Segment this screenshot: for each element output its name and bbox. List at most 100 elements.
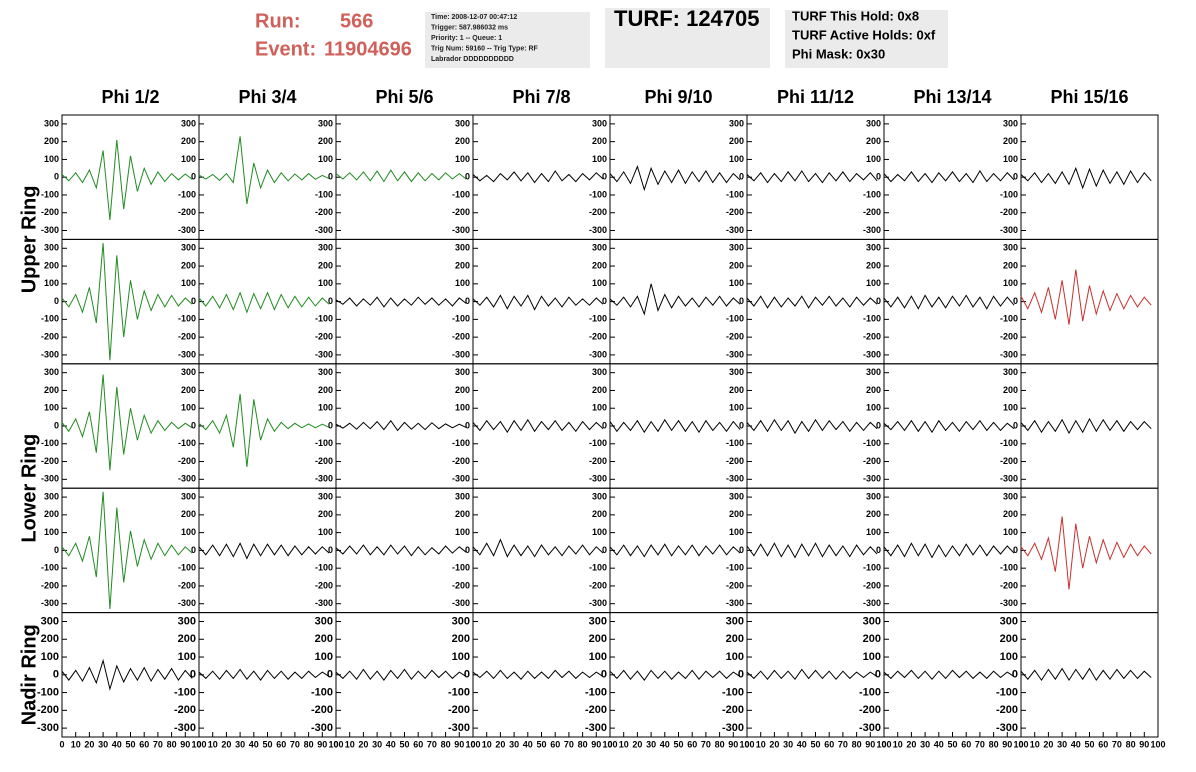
- y-tick-label: 100: [455, 278, 470, 288]
- y-tick-label: 200: [726, 633, 744, 645]
- y-tick-label: 100: [592, 278, 607, 288]
- waveform: [609, 669, 741, 681]
- y-tick-label: 200: [181, 385, 196, 395]
- y-tick-label: -100: [863, 563, 881, 573]
- y-tick-label: 100: [318, 403, 333, 413]
- y-tick-label: 200: [455, 260, 470, 270]
- y-tick-label: 0: [465, 420, 470, 430]
- waveform: [335, 544, 467, 557]
- y-tick-label: 0: [1013, 420, 1018, 430]
- panel-frame: [609, 238, 748, 365]
- x-tick-label: 20: [358, 739, 368, 749]
- waveform: [472, 294, 604, 311]
- y-tick-label: -100: [722, 686, 744, 698]
- panel-frame: [609, 114, 748, 240]
- y-tick-label: -300: [859, 722, 881, 734]
- y-tick-label: -300: [1000, 225, 1018, 235]
- y-tick-label: 100: [1003, 278, 1018, 288]
- y-tick-label: 300: [181, 118, 196, 128]
- y-tick-label: -100: [178, 438, 196, 448]
- y-tick-label: 300: [181, 491, 196, 501]
- y-tick-label: -300: [452, 474, 470, 484]
- y-tick-label: -100: [863, 314, 881, 324]
- x-tick-label: 50: [947, 739, 957, 749]
- x-tick-label: 50: [810, 739, 820, 749]
- waveform: [1020, 166, 1152, 190]
- waveform: [335, 419, 467, 432]
- y-tick-label: -100: [178, 314, 196, 324]
- y-tick-label: 300: [1003, 118, 1018, 128]
- panel-frame: [746, 238, 885, 365]
- waveform: [883, 294, 1015, 310]
- panel-frame: [609, 363, 748, 489]
- y-tick-label: -100: [863, 438, 881, 448]
- y-tick-label: 200: [41, 633, 59, 645]
- y-tick-label: 0: [739, 420, 744, 430]
- waveform: [609, 543, 741, 558]
- y-tick-label: -100: [41, 563, 59, 573]
- turf-info-box: [785, 10, 948, 68]
- y-tick-label: -200: [1000, 207, 1018, 217]
- y-tick-label: 300: [1000, 615, 1018, 627]
- y-tick-label: 0: [739, 296, 744, 306]
- column-title: Phi 1/2: [101, 87, 159, 107]
- panel-frame: [746, 487, 885, 614]
- x-tick-label: 50: [1084, 739, 1094, 749]
- y-tick-label: 300: [44, 491, 59, 501]
- y-tick-label: -200: [452, 580, 470, 590]
- panel-frame: [609, 487, 748, 614]
- y-tick-label: 300: [455, 491, 470, 501]
- info-line: Time: 2008-12-07 00:47:12: [431, 14, 517, 21]
- y-tick-label: -200: [1000, 332, 1018, 342]
- waveform: [61, 139, 193, 220]
- panel-frame: [746, 114, 885, 240]
- y-tick-label: 300: [866, 118, 881, 128]
- y-tick-label: -200: [722, 704, 744, 716]
- waveform: [198, 136, 330, 204]
- waveform: [198, 668, 330, 681]
- x-tick-label: 50: [673, 739, 683, 749]
- panel-frame: [335, 363, 474, 489]
- y-tick-label: 0: [876, 420, 881, 430]
- waveform: [746, 542, 878, 559]
- y-tick-label: -300: [726, 598, 744, 608]
- turf-info-line: TURF This Hold: 0x8: [792, 8, 919, 23]
- y-tick-label: 0: [1012, 669, 1018, 681]
- y-tick-label: -100: [589, 563, 607, 573]
- x-tick-label: 60: [1098, 739, 1108, 749]
- y-tick-label: 100: [592, 154, 607, 164]
- turf-value: TURF: 124705: [614, 6, 760, 31]
- waveform: [746, 668, 878, 681]
- y-tick-label: 0: [327, 669, 333, 681]
- panel-frame: [335, 114, 474, 240]
- y-tick-label: -100: [726, 189, 744, 199]
- y-tick-label: 0: [876, 172, 881, 182]
- y-tick-label: -100: [41, 189, 59, 199]
- x-tick-label: 10: [482, 739, 492, 749]
- y-tick-label: -100: [315, 438, 333, 448]
- y-tick-label: -300: [1000, 474, 1018, 484]
- y-tick-label: 200: [44, 385, 59, 395]
- y-tick-label: 100: [178, 651, 196, 663]
- y-tick-label: 200: [863, 633, 881, 645]
- y-tick-label: 200: [592, 136, 607, 146]
- y-tick-label: 300: [592, 367, 607, 377]
- x-tick-label: 90: [180, 739, 190, 749]
- y-tick-label: -200: [589, 332, 607, 342]
- row-label: Nadir Ring: [18, 624, 40, 725]
- waveform: [609, 283, 741, 316]
- y-tick-label: 100: [44, 403, 59, 413]
- panel-frame: [61, 487, 200, 614]
- y-tick-label: -200: [726, 456, 744, 466]
- y-tick-label: -300: [726, 225, 744, 235]
- x-tick-label: 10: [893, 739, 903, 749]
- y-tick-label: 0: [328, 296, 333, 306]
- waveform: [335, 668, 467, 681]
- y-tick-label: -100: [452, 563, 470, 573]
- x-tick-label: 100: [602, 739, 617, 749]
- y-tick-label: -200: [452, 207, 470, 217]
- y-tick-label: -100: [996, 686, 1018, 698]
- y-tick-label: -300: [174, 722, 196, 734]
- x-tick-label: 70: [1112, 739, 1122, 749]
- waveform: [61, 374, 193, 471]
